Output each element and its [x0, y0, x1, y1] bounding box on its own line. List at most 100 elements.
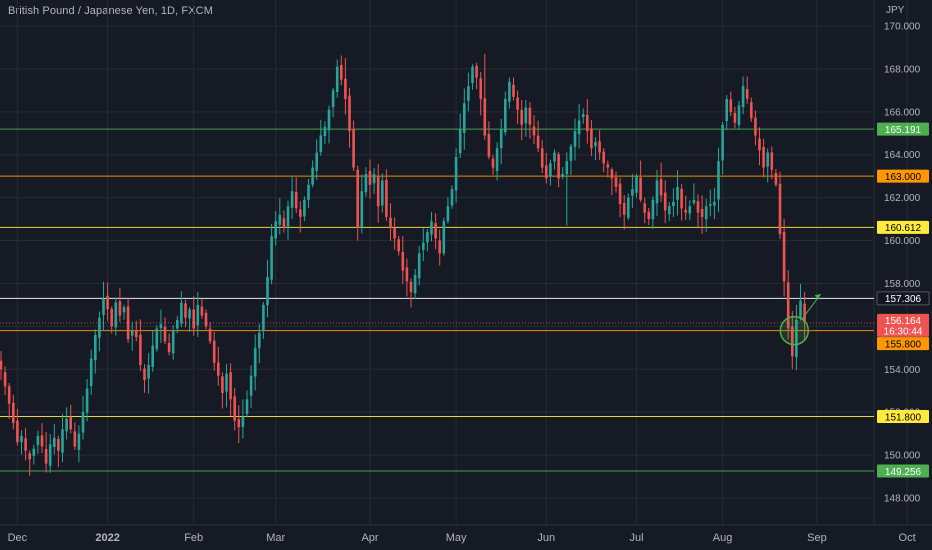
candle-body — [319, 135, 323, 153]
candle-body — [352, 128, 355, 168]
candle-body — [274, 221, 277, 239]
candle-body — [303, 199, 306, 217]
price-labels: 165.191 163.000 160.612 157.306 155.800 151.8… — [876, 122, 930, 478]
chart-title: British Pound / Japanese Yen, 1D, FXCM — [8, 5, 213, 17]
candle-body — [266, 277, 269, 306]
candle-body — [774, 173, 778, 185]
candle-body — [598, 141, 601, 153]
candle-body — [401, 252, 405, 271]
candle-body — [180, 302, 183, 324]
candle-body — [647, 211, 651, 220]
candle-body — [487, 134, 491, 157]
annotations — [779, 293, 822, 346]
candle-body — [799, 300, 802, 319]
candle-body — [721, 124, 724, 161]
candle-body — [417, 253, 421, 279]
candle-body — [241, 416, 245, 427]
candle-body — [77, 433, 81, 450]
countdown-label: 16:30:44 — [884, 326, 923, 337]
candle-body — [540, 148, 544, 168]
candle-body — [602, 151, 605, 164]
y-tick-label: 170.000 — [884, 22, 921, 33]
candle-body — [438, 240, 441, 254]
candle-body — [32, 448, 36, 456]
candle-body — [663, 192, 667, 211]
candle-body — [758, 138, 761, 151]
level-price-label: 155.800 — [885, 339, 922, 350]
candle-body — [122, 307, 126, 313]
grid — [0, 0, 932, 526]
time-axis[interactable]: Dec 2022 Feb Mar Apr May Jun Jul Aug Sep Oct — [8, 532, 916, 544]
candle-body — [651, 199, 655, 220]
candle-body — [360, 191, 364, 228]
candle-body — [577, 120, 581, 135]
y-tick-label: 148.000 — [884, 494, 921, 505]
candle-body — [586, 114, 589, 132]
candle-body — [688, 206, 692, 214]
candle-body — [110, 308, 113, 327]
candle-body — [196, 304, 200, 326]
highlight-circle — [779, 315, 810, 346]
candle-body — [704, 206, 708, 220]
candle-body — [733, 112, 737, 123]
candle-body — [143, 368, 146, 380]
candle-body — [446, 206, 450, 222]
x-tick-label: May — [446, 532, 467, 544]
candle-body — [610, 169, 614, 179]
x-tick-label: 2022 — [95, 532, 119, 544]
candle-body — [405, 267, 409, 282]
candle-body — [762, 147, 765, 168]
candle-body — [89, 358, 93, 387]
candle-body — [278, 214, 282, 225]
level-price-label-bg — [877, 169, 929, 183]
candle-body — [754, 117, 757, 136]
candle-body — [225, 373, 228, 392]
candle-body — [700, 209, 704, 217]
candle-body — [659, 179, 663, 196]
candle-body — [94, 334, 97, 361]
candle-body — [24, 438, 27, 451]
candle-body — [286, 206, 290, 227]
candle-body — [327, 109, 331, 131]
candle-body — [212, 340, 216, 363]
candle-body — [495, 148, 499, 171]
candle-body — [126, 306, 130, 340]
candle-body — [475, 65, 478, 78]
candle-body — [40, 435, 44, 447]
candle-body — [356, 169, 359, 228]
candle-body — [516, 97, 519, 110]
candle-body — [741, 86, 745, 108]
candle-body — [192, 309, 195, 329]
candle-body — [253, 347, 257, 377]
candle-body — [282, 218, 286, 228]
candle-body — [569, 146, 573, 161]
candle-body — [581, 113, 585, 118]
candle-body — [208, 328, 212, 342]
candle-body — [618, 183, 622, 205]
candle-body — [491, 158, 495, 168]
level-price-label-bg — [877, 409, 929, 423]
candle-body — [69, 416, 72, 430]
price-axis[interactable]: 148.000150.000152.000154.000156.000158.0… — [884, 22, 921, 505]
candle-body — [258, 332, 261, 348]
candle-body — [655, 180, 659, 204]
y-tick-label: 162.000 — [884, 193, 921, 204]
candle-body — [791, 326, 794, 357]
candle-body — [204, 312, 208, 327]
candle-body — [184, 303, 187, 318]
candle-body — [65, 418, 68, 432]
candle-body — [290, 191, 294, 208]
x-tick-label: Jun — [537, 532, 555, 544]
candle-body — [57, 439, 60, 451]
candle-body — [450, 189, 454, 206]
x-tick-label: Oct — [899, 532, 916, 544]
horizontal-levels — [0, 128, 874, 472]
level-price-label: 163.000 — [885, 172, 922, 183]
candle-body — [294, 191, 298, 209]
candle-body — [737, 105, 741, 126]
candle-body — [176, 319, 179, 329]
x-tick-label: Sep — [807, 532, 827, 544]
candle-body — [3, 372, 7, 387]
